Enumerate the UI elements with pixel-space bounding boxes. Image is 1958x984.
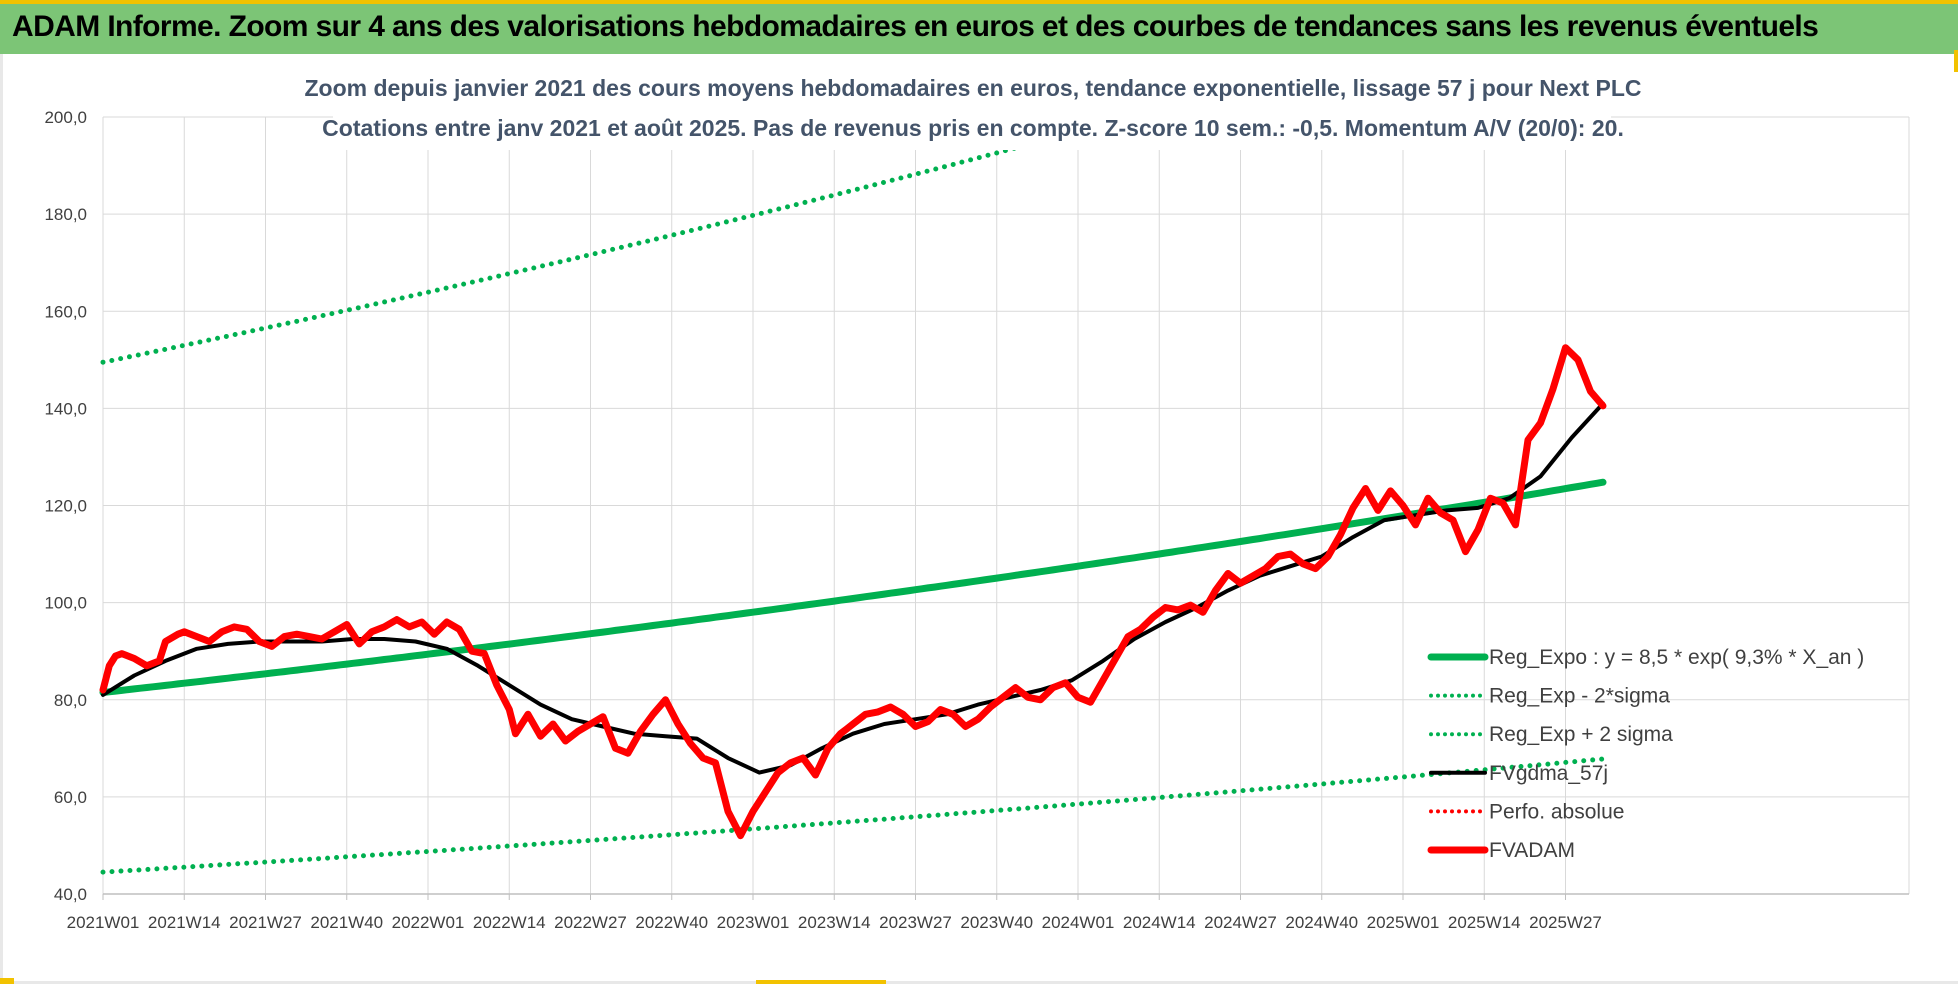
x-tick-label: 2022W14: [473, 913, 546, 932]
series-fvadam: [99, 344, 1607, 840]
legend-perfo-absolue-label: Perfo. absolue: [1489, 800, 1624, 823]
y-tick-label: 80,0: [54, 691, 87, 710]
y-tick-label: 120,0: [44, 497, 87, 516]
x-tick-label: 2021W40: [310, 913, 383, 932]
series-fvgdma-57j: [101, 401, 1605, 775]
corner-marker: [0, 978, 14, 984]
legend-fvadam-label: FVADAM: [1489, 839, 1575, 862]
legend-reg-exp-plus-label: Reg_Exp + 2 sigma: [1489, 723, 1673, 746]
x-tick-label: 2021W14: [148, 913, 221, 932]
title-backdrop: [333, 62, 1611, 150]
chart-title-line-2: Cotations entre janv 2021 et août 2025. …: [322, 115, 1624, 141]
grid: [102, 116, 1910, 895]
x-tick-label: 2022W27: [554, 913, 627, 932]
chart-title-line-1: Zoom depuis janvier 2021 des cours moyen…: [305, 75, 1642, 101]
bottom-marker: [756, 980, 886, 984]
x-tick-label: 2022W01: [392, 913, 465, 932]
x-tick-label: 2021W27: [229, 913, 302, 932]
legend: Reg_Expo : y = 8,5 * exp( 9,3% * X_an ) R…: [1427, 646, 1864, 862]
x-tick-label: 2025W01: [1367, 913, 1440, 932]
x-tick-label: 2021W01: [67, 913, 140, 932]
axes: 40,0 60,0 80,0 100,0 120,0 140,0 160,0 180,0 200…: [44, 108, 1909, 932]
x-tick-label: 2024W27: [1204, 913, 1277, 932]
x-tick-label: 2022W40: [635, 913, 708, 932]
legend-reg-exp-minus-label: Reg_Exp - 2*sigma: [1489, 685, 1670, 708]
x-tick-label: 2023W40: [960, 913, 1033, 932]
legend-reg-expo-label: Reg_Expo : y = 8,5 * exp( 9,3% * X_an ): [1489, 646, 1864, 669]
x-tick-label: 2024W40: [1285, 913, 1358, 932]
legend-fvgdma-label: FVgdma_57j: [1489, 762, 1608, 785]
y-tick-label: 100,0: [44, 594, 87, 613]
y-tick-label: 60,0: [54, 788, 87, 807]
y-tick-label: 180,0: [44, 205, 87, 224]
y-tick-label: 200,0: [44, 108, 87, 127]
report-title: ADAM Informe. Zoom sur 4 ans des valoris…: [12, 10, 1819, 43]
line-chart: 40,0 60,0 80,0 100,0 120,0 140,0 160,0 180,0 200…: [44, 62, 1910, 932]
edge-marker: [1954, 50, 1958, 72]
x-tick-label: 2024W01: [1042, 913, 1115, 932]
chart-title: Zoom depuis janvier 2021 des cours moyen…: [305, 75, 1642, 141]
report-banner: ADAM Informe. Zoom sur 4 ans des valoris…: [0, 0, 1958, 54]
x-tick-label: 2025W27: [1529, 913, 1602, 932]
y-tick-label: 160,0: [44, 302, 87, 321]
series-reg-expo: [99, 478, 1607, 696]
x-tick-label: 2023W27: [879, 913, 952, 932]
x-tick-label: 2025W14: [1448, 913, 1521, 932]
chart-area: 40,0 60,0 80,0 100,0 120,0 140,0 160,0 180,0 200…: [0, 54, 1958, 984]
y-tick-label: 40,0: [54, 885, 87, 904]
series-reg-exp-minus-2sigma: [100, 756, 1606, 875]
series-reg-exp-plus-2sigma: [100, 114, 1606, 365]
x-tick-label: 2024W14: [1123, 913, 1196, 932]
series-group: [99, 62, 1611, 875]
y-tick-label: 140,0: [44, 399, 87, 418]
x-tick-label: 2023W01: [717, 913, 790, 932]
x-tick-label: 2023W14: [798, 913, 871, 932]
